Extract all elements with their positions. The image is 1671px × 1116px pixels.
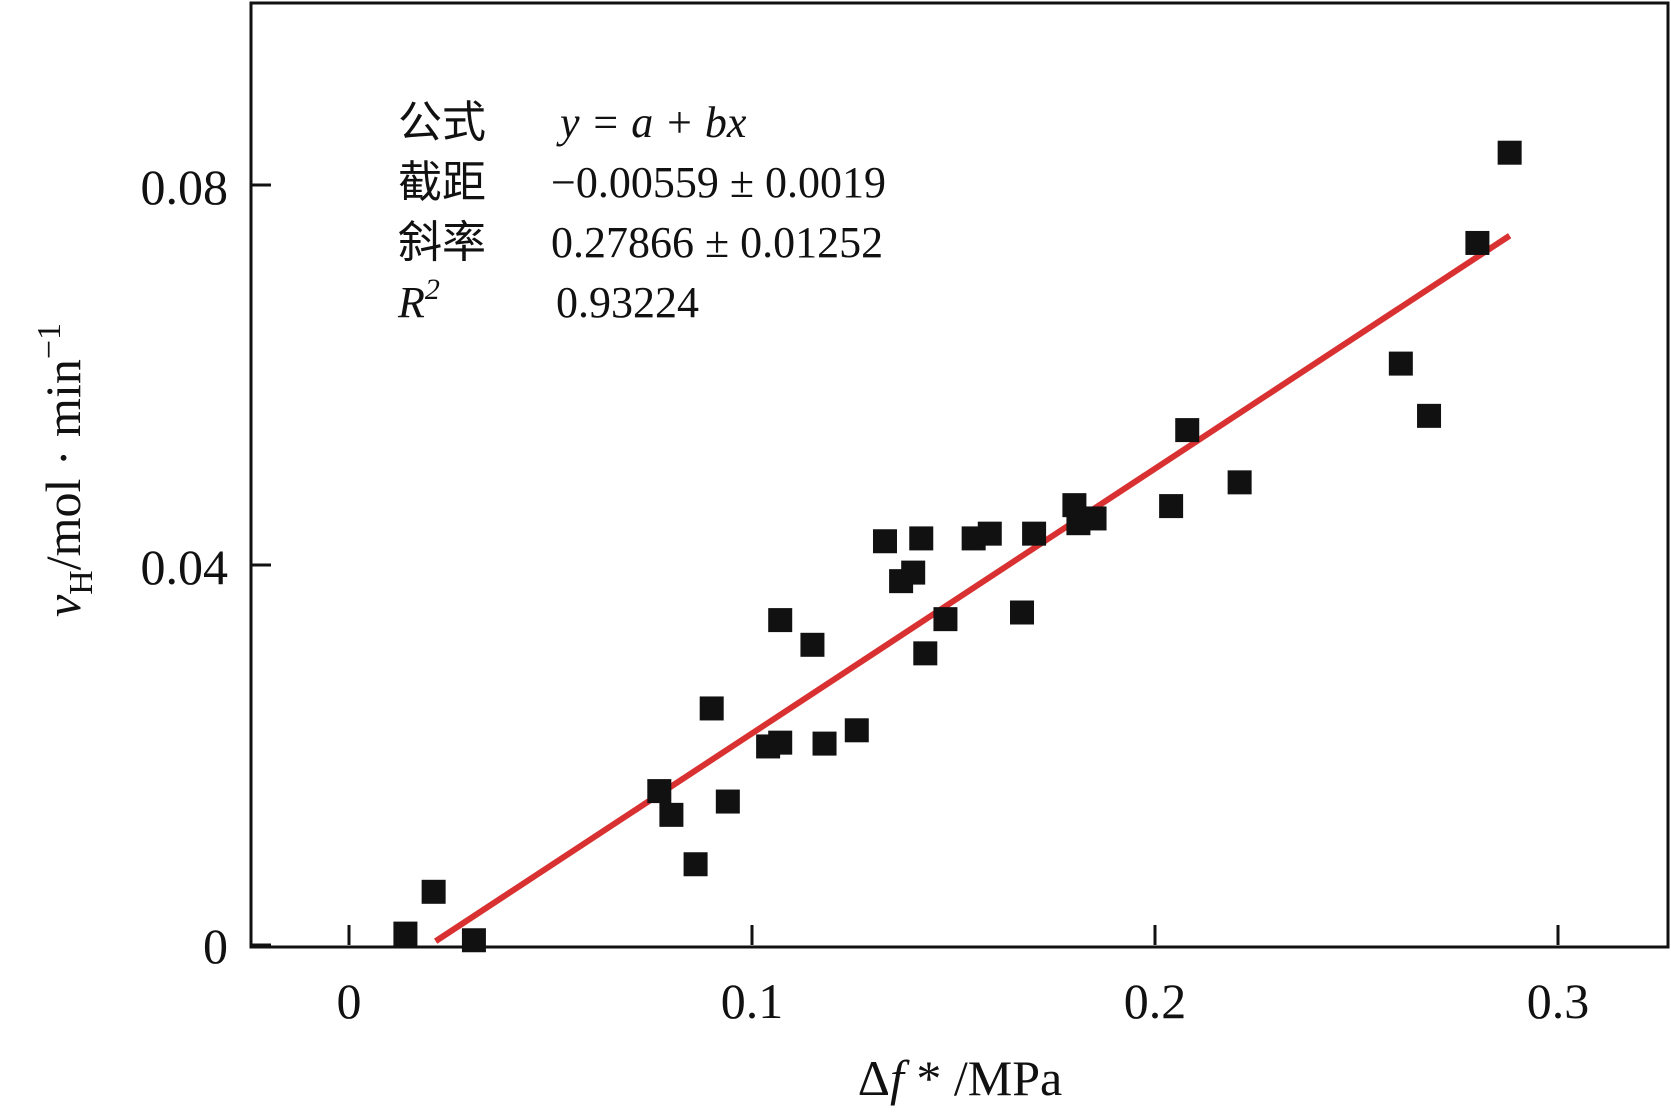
y-tick-label: 0 — [203, 918, 228, 974]
y-axis-title: vH/mol · min−1 — [31, 323, 100, 617]
data-point — [1175, 418, 1200, 443]
annotation-value: −0.00559 ± 0.0019 — [551, 158, 886, 207]
y-axis-ticks — [251, 183, 271, 947]
x-axis-title: Δf * /MPa — [858, 1050, 1062, 1106]
data-point — [1388, 351, 1413, 376]
data-point — [768, 730, 793, 755]
data-point — [715, 789, 740, 814]
x-axis-ticks — [347, 925, 1560, 945]
data-points — [393, 140, 1522, 953]
data-point — [1417, 403, 1442, 428]
data-point — [977, 521, 1002, 546]
plot-frame — [249, 1, 1670, 949]
data-point — [901, 560, 926, 585]
data-point — [1497, 140, 1522, 165]
data-point — [800, 632, 825, 657]
annotation-label: 斜率 — [398, 218, 486, 267]
annotation-label: R2 — [397, 273, 440, 327]
y-tick-label: 0.04 — [141, 539, 229, 595]
x-tick-label: 0.2 — [1124, 973, 1187, 1029]
fit-annotation: 公式 y = a + bx 截距 −0.00559 ± 0.0019 斜率 0.… — [397, 98, 886, 327]
annotation-value: y = a + bx — [556, 98, 747, 147]
data-point — [844, 718, 869, 743]
data-point — [647, 779, 672, 804]
data-point — [1465, 230, 1490, 255]
data-point — [1159, 494, 1184, 519]
annotation-value: 0.93224 — [556, 278, 699, 327]
data-point — [393, 921, 418, 946]
annotation-value: 0.27866 ± 0.01252 — [551, 218, 883, 267]
x-tick-label: 0.1 — [721, 973, 784, 1029]
fit-line — [433, 233, 1512, 944]
data-point — [933, 607, 958, 632]
data-point — [421, 879, 446, 904]
data-point — [1022, 521, 1047, 546]
annotation-label: 公式 — [398, 98, 486, 147]
data-point — [659, 802, 684, 827]
data-point — [1227, 470, 1252, 495]
data-point — [909, 526, 934, 551]
data-point — [699, 696, 724, 721]
x-tick-label: 0 — [337, 973, 362, 1029]
data-point — [683, 852, 708, 877]
data-point — [1082, 506, 1107, 531]
y-tick-label: 0.08 — [141, 159, 229, 215]
data-point — [812, 731, 837, 756]
data-point — [913, 641, 938, 666]
annotation-label: 截距 — [398, 158, 486, 207]
x-tick-label: 0.3 — [1527, 973, 1590, 1029]
data-point — [872, 529, 897, 554]
data-point — [461, 928, 486, 953]
data-point — [1010, 600, 1035, 625]
data-point — [768, 608, 793, 633]
